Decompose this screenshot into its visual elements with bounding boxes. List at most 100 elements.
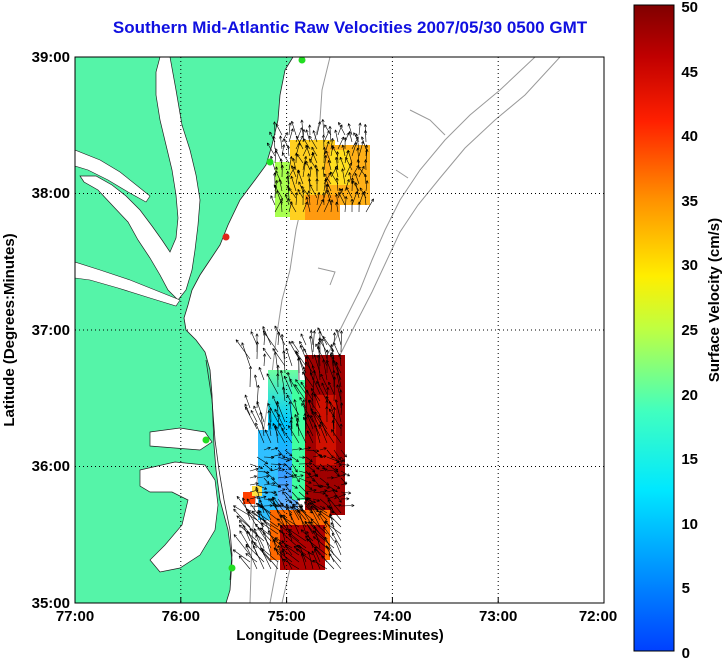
velocity-vector <box>297 169 304 185</box>
velocity-vector <box>305 129 311 143</box>
velocity-vector <box>267 530 279 549</box>
velocity-vector <box>311 146 318 157</box>
velocity-vector <box>323 526 335 542</box>
velocity-vector <box>255 341 259 360</box>
plot-frame <box>74 56 605 604</box>
velocity-vector <box>319 454 327 459</box>
colorbar-tick-label: 5 <box>682 580 690 597</box>
velocity-vector <box>341 168 346 185</box>
velocity-vector <box>263 446 271 451</box>
velocity-vector <box>333 484 341 489</box>
velocity-vector <box>277 488 286 493</box>
velocity-vector <box>364 159 368 171</box>
velocity-vector <box>339 423 343 437</box>
velocity-vector <box>298 446 311 451</box>
velocity-vector <box>241 342 251 367</box>
y-tick-label: 38:00 <box>32 185 70 202</box>
velocity-vector <box>272 496 286 514</box>
velocity-vector <box>330 348 335 367</box>
velocity-vector <box>314 424 321 444</box>
velocity-vector <box>333 449 341 461</box>
velocity-vector <box>355 133 360 150</box>
velocity-vector <box>252 545 265 570</box>
velocity-vector <box>276 401 286 423</box>
velocity-vector <box>318 513 328 528</box>
velocity-vector <box>345 157 353 171</box>
velocity-vector <box>262 330 279 353</box>
velocity-vector <box>291 470 300 483</box>
velocity-vector <box>326 359 335 381</box>
velocity-vector <box>290 120 297 136</box>
velocity-vector <box>276 373 280 388</box>
velocity-vector <box>306 430 314 444</box>
map-title: Southern Mid-Atlantic Raw Velocities 200… <box>112 18 588 37</box>
velocity-vector <box>295 379 307 395</box>
velocity-vector <box>305 144 311 157</box>
velocity-vector <box>326 189 332 206</box>
velocity-vector <box>312 463 320 470</box>
velocity-vector <box>334 156 339 171</box>
velocity-vector <box>316 354 321 381</box>
velocity-vector <box>300 529 314 542</box>
velocity-vector <box>233 534 251 556</box>
velocity-vector <box>335 201 339 213</box>
velocity-vector <box>295 135 304 150</box>
velocity-vector <box>288 533 307 549</box>
velocity-vector <box>282 558 300 570</box>
x-tick-label: 75:00 <box>267 608 305 625</box>
velocity-vector <box>274 325 286 346</box>
colorbar-tick-label: 30 <box>681 257 698 274</box>
velocity-vector <box>302 366 307 388</box>
velocity-vector <box>291 474 304 479</box>
velocity-vector <box>275 426 286 444</box>
velocity-vector <box>272 348 286 367</box>
velocity-vector <box>335 177 339 192</box>
velocity-vector <box>300 333 307 346</box>
velocity-vector <box>285 347 293 367</box>
velocity-vector <box>330 199 334 213</box>
velocity-vector <box>244 406 258 430</box>
velocity-vector <box>263 477 270 485</box>
velocity-vector <box>274 408 286 430</box>
velocity-vector <box>255 502 279 521</box>
velocity-vector <box>256 401 265 423</box>
velocity-vector <box>303 138 311 150</box>
velocity-vector <box>350 177 354 192</box>
velocity-vector <box>325 494 342 514</box>
velocity-vector <box>302 371 314 388</box>
velocity-vector <box>272 395 279 409</box>
velocity-vector <box>312 491 326 495</box>
velocity-vector <box>261 522 279 535</box>
velocity-vector <box>339 156 346 171</box>
velocity-vector <box>261 549 279 570</box>
velocity-vector <box>263 531 272 556</box>
velocity-vector <box>294 384 307 402</box>
velocity-vector <box>308 124 312 136</box>
velocity-vector <box>348 172 353 185</box>
velocity-vector <box>267 403 279 423</box>
velocity-vector <box>307 190 311 206</box>
velocity-vector <box>281 152 290 164</box>
velocity-vector <box>298 462 313 466</box>
velocity-vector <box>345 186 353 199</box>
potomac-river <box>75 149 151 203</box>
velocity-vector <box>311 365 321 388</box>
velocity-vector <box>303 348 314 367</box>
velocity-vector <box>347 149 353 164</box>
velocity-vector <box>277 523 300 542</box>
x-tick-label: 73:00 <box>479 608 517 625</box>
velocity-vector <box>305 160 311 171</box>
velocity-vector <box>303 416 314 437</box>
velocity-vector <box>255 422 265 444</box>
velocity-vector <box>309 372 321 395</box>
velocity-vector <box>328 408 342 430</box>
velocity-vector <box>317 341 321 367</box>
velocity-vector <box>330 522 342 542</box>
velocity-vector <box>275 549 293 563</box>
velocity-vector <box>300 119 304 136</box>
velocity-vector <box>318 424 328 444</box>
velocity-vector <box>291 484 298 489</box>
colorbar-tick-label: 25 <box>681 322 698 339</box>
velocity-vector <box>263 482 276 486</box>
velocity-vector <box>281 540 293 556</box>
